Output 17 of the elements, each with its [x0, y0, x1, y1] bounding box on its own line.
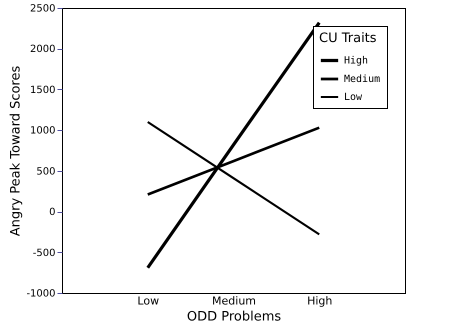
y-tick-label: -1000 — [26, 288, 56, 300]
legend-title: CU Traits — [319, 31, 377, 46]
y-tick-label: -500 — [32, 248, 56, 259]
y-tick-label: 2500 — [30, 4, 56, 14]
x-tick-label: Low — [137, 294, 160, 308]
y-axis-title: Angry Peak Toward Scores — [8, 66, 24, 236]
y-tick-label: 1000 — [30, 126, 56, 137]
y-tick-label: 2000 — [30, 44, 56, 56]
legend-label: Medium — [344, 74, 380, 85]
y-tick-label: 500 — [36, 166, 56, 178]
y-tick-label: 0 — [49, 207, 56, 218]
y-tick-label: 1500 — [30, 84, 56, 96]
x-tick-label: High — [307, 294, 332, 308]
legend-label: Low — [344, 92, 364, 103]
x-tick-label: Medium — [212, 294, 256, 308]
x-axis-title: ODD Problems — [186, 310, 282, 324]
legend-label: High — [344, 56, 368, 66]
